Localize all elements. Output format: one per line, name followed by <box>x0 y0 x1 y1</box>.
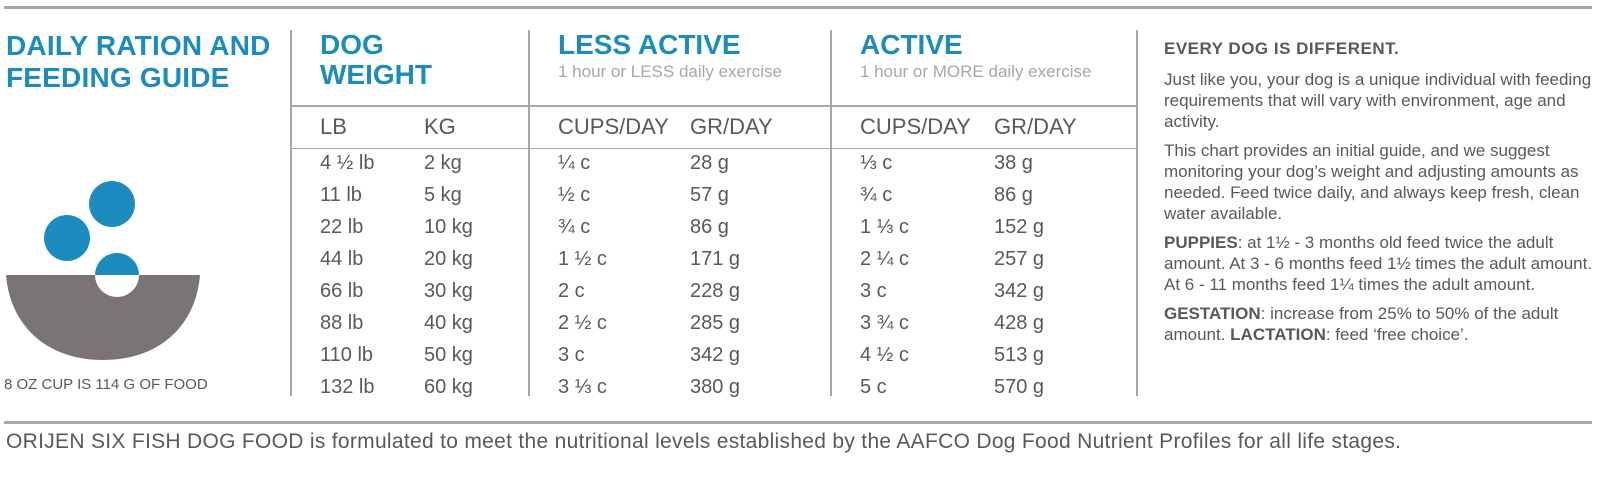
less-active-subheading: 1 hour or LESS daily exercise <box>558 62 782 81</box>
lactation-text: : feed ‘free choice’. <box>1325 325 1469 344</box>
active-gr-cell: 428 g <box>994 312 1045 334</box>
dog-weight-heading-line-2: WEIGHT <box>320 59 432 90</box>
dog-weight-heading: DOG WEIGHT <box>320 30 432 90</box>
less-active-heading: LESS ACTIVE <box>558 29 741 60</box>
column-divider <box>1136 30 1138 396</box>
less-active-gr-cell: 285 g <box>690 312 741 334</box>
less-active-cups-cell: 1 ½ c <box>558 248 607 270</box>
bottom-rule <box>4 421 1592 424</box>
lb-cell: 132 lb <box>320 376 375 398</box>
active-gr-cell: 570 g <box>994 376 1045 398</box>
active-gr-header: GR/DAY <box>994 114 1077 139</box>
lb-cell: 11 lb <box>320 184 362 206</box>
gestation-paragraph: GESTATION: increase from 25% to 50% of t… <box>1164 303 1594 345</box>
kg-column-header: KG <box>424 114 456 139</box>
kg-cell: 10 kg <box>424 216 473 238</box>
lb-cell: 110 lb <box>320 344 374 366</box>
active-gr-cell: 38 g <box>994 152 1033 174</box>
column-divider <box>290 30 292 396</box>
active-cups-cell: 1 ⅓ c <box>860 216 909 238</box>
active-heading: ACTIVE <box>860 29 963 60</box>
less-active-gr-cell: 28 g <box>690 152 729 174</box>
less-active-cups-cell: 2 ½ c <box>558 312 607 334</box>
puppies-text: : at 1½ - 3 months old feed twice the ad… <box>1164 233 1593 294</box>
lb-cell: 22 lb <box>320 216 364 238</box>
less-active-cups-header: CUPS/DAY <box>558 114 669 139</box>
puppies-paragraph: PUPPIES: at 1½ - 3 months old feed twice… <box>1164 232 1594 295</box>
gestation-label: GESTATION <box>1164 304 1261 323</box>
title-line-2: FEEDING GUIDE <box>6 62 230 93</box>
gestation-text: : increase from 25% to 50% of the adult … <box>1164 304 1559 344</box>
less-active-cups-cell: ½ c <box>558 184 591 206</box>
kg-cell: 2 kg <box>424 152 462 174</box>
bowl-shape <box>6 275 200 360</box>
less-active-gr-cell: 57 g <box>690 184 729 206</box>
info-title: EVERY DOG IS DIFFERENT. <box>1164 39 1400 58</box>
lactation-label: LACTATION <box>1230 325 1326 344</box>
kg-cell: 50 kg <box>424 344 473 366</box>
puppies-label: PUPPIES <box>1164 233 1238 252</box>
lb-cell: 88 lb <box>320 312 364 334</box>
kibble-icon <box>44 215 90 261</box>
lb-cell: 66 lb <box>320 280 364 302</box>
less-active-gr-cell: 171 g <box>690 248 741 270</box>
kibble-icon <box>95 275 139 297</box>
page-title: DAILY RATION AND FEEDING GUIDE <box>6 30 271 94</box>
kg-cell: 5 kg <box>424 184 462 206</box>
lb-cell: 4 ½ lb <box>320 152 375 174</box>
active-cups-cell: ⅓ c <box>860 152 893 174</box>
less-active-gr-cell: 380 g <box>690 376 741 398</box>
less-active-gr-header: GR/DAY <box>690 114 773 139</box>
top-rule <box>4 6 1592 9</box>
active-gr-cell: 152 g <box>994 216 1045 238</box>
column-divider <box>528 30 530 396</box>
active-cups-cell: 2 ¼ c <box>860 248 909 270</box>
info-panel: EVERY DOG IS DIFFERENT. Just like you, y… <box>1164 38 1594 353</box>
lb-column-header: LB <box>320 114 347 139</box>
cup-note: 8 OZ CUP IS 114 G OF FOOD <box>4 376 208 393</box>
active-gr-cell: 342 g <box>994 280 1045 302</box>
kg-cell: 20 kg <box>424 248 473 270</box>
active-cups-header: CUPS/DAY <box>860 114 971 139</box>
bowl-with-kibble-icon <box>0 170 210 370</box>
active-cups-cell: 3 c <box>860 280 887 302</box>
lb-cell: 44 lb <box>320 248 364 270</box>
footer-statement: ORIJEN SIX FISH DOG FOOD is formulated t… <box>6 430 1402 453</box>
kibble-icon <box>89 181 135 227</box>
column-divider <box>830 30 832 396</box>
less-active-cups-cell: ¼ c <box>558 152 591 174</box>
active-cups-cell: ¾ c <box>860 184 893 206</box>
header-rule <box>292 105 1136 107</box>
active-gr-cell: 257 g <box>994 248 1045 270</box>
kg-cell: 60 kg <box>424 376 473 398</box>
active-subheading: 1 hour or MORE daily exercise <box>860 62 1092 81</box>
less-active-cups-cell: 3 c <box>558 344 585 366</box>
active-gr-cell: 86 g <box>994 184 1033 206</box>
subheader-rule <box>292 148 1136 149</box>
less-active-cups-cell: ¾ c <box>558 216 591 238</box>
kg-cell: 30 kg <box>424 280 473 302</box>
dog-weight-heading-line-1: DOG <box>320 29 384 60</box>
less-active-cups-cell: 3 ⅓ c <box>558 376 607 398</box>
less-active-gr-cell: 86 g <box>690 216 729 238</box>
less-active-gr-cell: 342 g <box>690 344 741 366</box>
active-gr-cell: 513 g <box>994 344 1045 366</box>
info-paragraph-1: Just like you, your dog is a unique indi… <box>1164 70 1592 131</box>
kg-cell: 40 kg <box>424 312 473 334</box>
active-cups-cell: 3 ¾ c <box>860 312 909 334</box>
kibble-icon <box>95 253 139 275</box>
active-cups-cell: 4 ½ c <box>860 344 909 366</box>
less-active-gr-cell: 228 g <box>690 280 741 302</box>
title-line-1: DAILY RATION AND <box>6 30 271 61</box>
less-active-cups-cell: 2 c <box>558 280 585 302</box>
active-cups-cell: 5 c <box>860 376 887 398</box>
info-paragraph-2: This chart provides an initial guide, an… <box>1164 141 1580 223</box>
